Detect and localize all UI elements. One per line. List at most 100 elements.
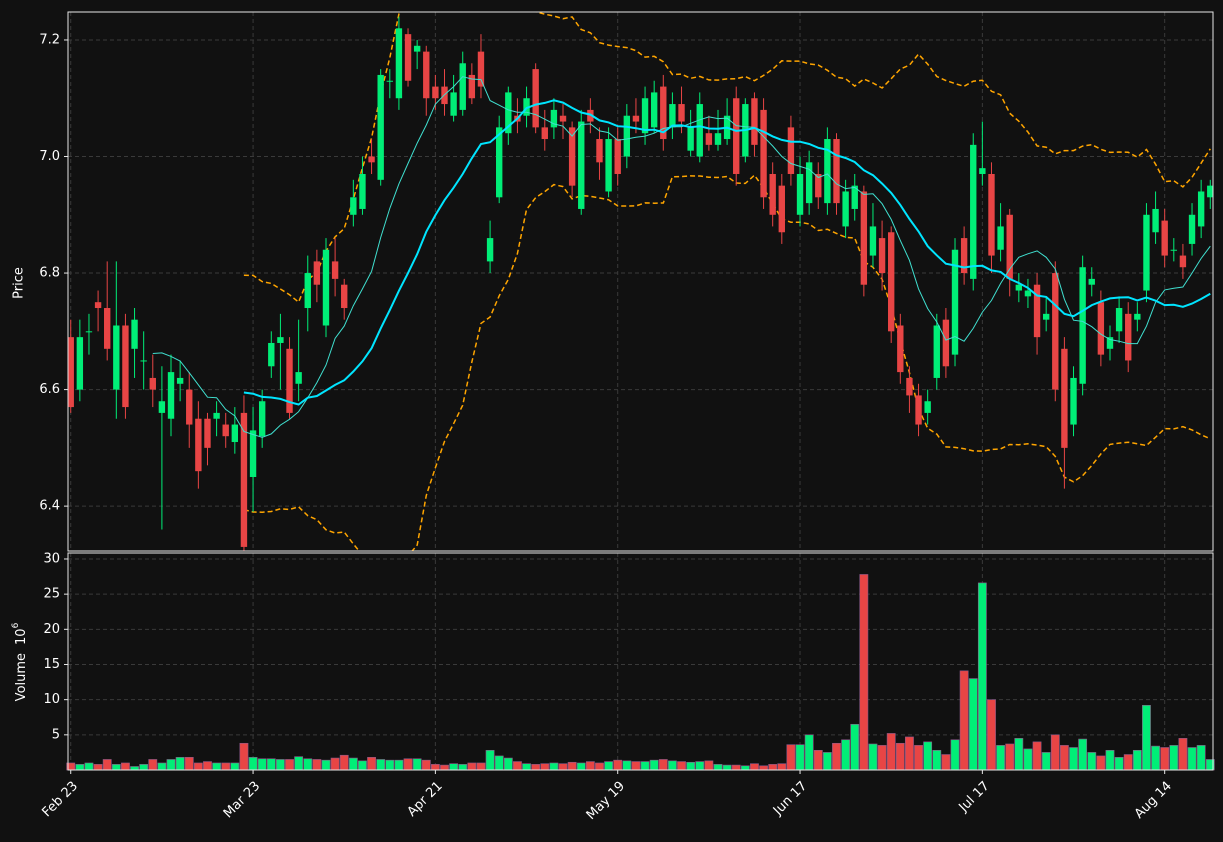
volume-bar	[950, 739, 960, 771]
candle-body	[888, 232, 895, 332]
candle-body	[368, 156, 375, 163]
volume-bar	[513, 761, 522, 771]
candle-body	[605, 139, 612, 192]
candle-body	[149, 377, 156, 390]
volume-label: Volume	[14, 653, 29, 701]
volume-bar	[148, 759, 158, 771]
candle-body	[158, 401, 166, 413]
volume-bar	[348, 757, 358, 771]
candle-body	[523, 98, 530, 116]
candle-body	[787, 127, 795, 174]
candle-body	[1006, 214, 1013, 279]
candle-body	[258, 401, 266, 437]
volume-bar	[1196, 745, 1206, 771]
candle-body	[1125, 313, 1132, 361]
candle-body	[1033, 284, 1041, 338]
volume-bar	[1132, 750, 1142, 771]
candle-body	[140, 360, 147, 362]
volume-bar	[649, 759, 659, 771]
candle-body	[650, 92, 658, 128]
volume-bar	[1142, 704, 1151, 771]
candle-body	[641, 98, 649, 134]
candle-body	[678, 104, 685, 122]
candle-body	[477, 51, 485, 87]
volume-bar	[1160, 747, 1170, 771]
candle-body	[696, 104, 703, 157]
volume-bar	[640, 761, 650, 771]
volume-bar	[1069, 747, 1078, 771]
candle-body	[1134, 313, 1141, 320]
volume-tick-label: 15	[43, 657, 60, 672]
volume-bar	[130, 766, 139, 771]
candle-body	[322, 249, 330, 326]
candle-body	[915, 395, 922, 425]
volume-bar	[895, 742, 905, 771]
volume-bar	[795, 744, 805, 771]
volume-bar	[522, 763, 531, 771]
volume-bar	[1078, 738, 1088, 771]
candle-body	[687, 127, 694, 151]
candle-body	[350, 197, 357, 215]
candle-body	[1079, 267, 1086, 384]
candle-body	[286, 348, 293, 413]
volume-bar	[941, 754, 951, 771]
grid	[68, 12, 1213, 770]
volume-bar	[166, 759, 176, 771]
volume-bar	[558, 763, 568, 771]
volume-panel	[66, 574, 1215, 771]
volume-bar	[193, 762, 203, 771]
candle-body	[341, 284, 348, 309]
volume-bar	[421, 759, 431, 771]
price-panel	[68, 12, 1213, 551]
candle-body	[559, 115, 567, 122]
candle-body	[960, 238, 968, 274]
volume-tick-label: 25	[43, 587, 60, 602]
volume-tick-label: 30	[43, 551, 60, 566]
volume-bar	[595, 762, 604, 771]
candle-body	[176, 377, 184, 384]
volume-bar	[813, 750, 823, 771]
volume-bar	[713, 764, 723, 771]
candle-body	[104, 308, 111, 349]
candle-body	[186, 389, 193, 425]
volume-bar	[494, 755, 504, 771]
candle-body	[1207, 185, 1213, 198]
volume-bar	[1096, 755, 1106, 771]
volume-bar	[622, 760, 632, 771]
volume-bar	[1060, 745, 1069, 771]
volume-bar	[221, 762, 231, 771]
candle-body	[568, 127, 576, 186]
candle-body	[815, 173, 822, 198]
candle-body	[386, 80, 393, 82]
candle-body	[1161, 220, 1168, 256]
candle-body	[1061, 348, 1068, 448]
volume-bar	[750, 763, 759, 771]
candle-body	[505, 92, 512, 134]
candle-body	[1197, 191, 1205, 227]
volume-bar	[157, 762, 167, 771]
volume-bar	[358, 760, 367, 771]
volume-bar	[777, 763, 787, 771]
volume-bar	[531, 764, 541, 771]
candle-body	[970, 144, 977, 279]
volume-bar	[485, 750, 495, 771]
candle-body	[331, 261, 339, 279]
volume-bar	[184, 757, 194, 771]
volume-bar	[503, 757, 513, 771]
volume-bar	[239, 742, 249, 771]
candle-body	[423, 51, 430, 99]
bollinger-upper	[243, 12, 1211, 304]
candle-body	[897, 325, 904, 373]
volume-bar	[394, 759, 404, 771]
volume-bar	[905, 736, 914, 771]
candle-body	[113, 325, 120, 390]
candle-body	[705, 133, 713, 145]
candle-body	[1015, 284, 1023, 291]
volume-bar	[467, 762, 477, 771]
candle-body	[486, 238, 494, 262]
volume-bar	[276, 759, 285, 771]
y-axis-label: Price	[12, 267, 27, 299]
candle-body	[468, 74, 476, 99]
candle-body	[222, 424, 229, 437]
volume-bar	[1041, 752, 1051, 771]
